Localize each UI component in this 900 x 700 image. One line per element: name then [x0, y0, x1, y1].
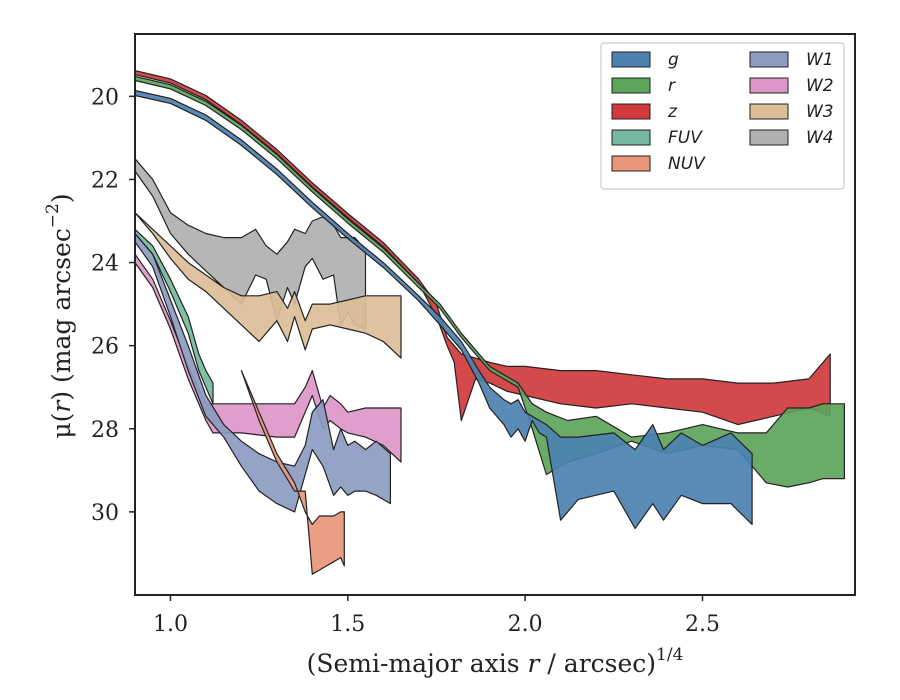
legend-swatch-fuv — [611, 129, 651, 146]
x-tick-label: 1.0 — [153, 612, 188, 637]
legend-label-fuv: FUV — [668, 128, 703, 148]
legend-label-w1: W1 — [806, 50, 834, 70]
band-nuv — [240, 370, 345, 575]
band-w2 — [134, 253, 402, 463]
y-tick-label: 26 — [91, 335, 119, 360]
legend: grz FUV NUV W1 W2 W3 W4 — [600, 42, 845, 190]
band-fuv — [134, 228, 214, 405]
x-tick-label: 1.5 — [330, 612, 365, 637]
series-bands — [134, 69, 846, 575]
band-r — [134, 75, 846, 488]
legend-label-w2: W2 — [806, 76, 834, 96]
x-tick-label: 2.0 — [508, 612, 543, 637]
x-tick-label: 2.5 — [685, 612, 720, 637]
plot-frame — [134, 33, 856, 596]
y-tick-label: 30 — [91, 501, 119, 526]
legend-label-w4: W4 — [806, 128, 834, 148]
legend-label-g: g — [668, 50, 679, 70]
y-tick-label: 28 — [91, 418, 119, 443]
legend-swatch-z — [611, 103, 651, 120]
y-tick-label: 20 — [91, 85, 119, 110]
legend-swatch-nuv — [611, 155, 651, 172]
legend-swatch-w3 — [749, 103, 789, 120]
legend-label-nuv: NUV — [668, 154, 706, 174]
legend-swatch-w2 — [749, 77, 789, 94]
legend-swatch-g — [611, 51, 651, 68]
legend-label-w3: W3 — [806, 102, 834, 122]
axis-ticks: 1.0 1.5 2.0 2.5 20 22 24 26 28 30 — [91, 85, 720, 637]
band-w1 — [134, 232, 391, 513]
band-g — [134, 89, 753, 530]
legend-swatch-r — [611, 77, 651, 94]
legend-swatch-w4 — [749, 129, 789, 146]
legend-label-r: r — [668, 76, 676, 96]
y-axis-label: μ(r) (mag arcsec−2) — [43, 193, 76, 438]
legend-swatch-w1 — [749, 51, 789, 68]
legend-label-z: z — [667, 102, 678, 122]
x-axis-label: (Semi-major axis r / arcsec)1/4 — [307, 645, 684, 678]
band-w3 — [134, 212, 402, 359]
y-tick-label: 24 — [91, 252, 119, 277]
y-tick-label: 22 — [91, 168, 119, 193]
